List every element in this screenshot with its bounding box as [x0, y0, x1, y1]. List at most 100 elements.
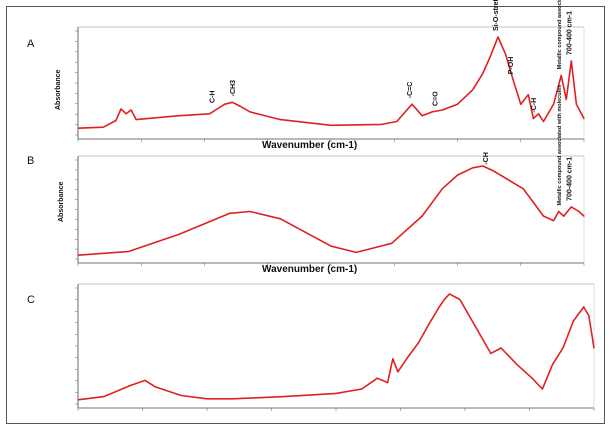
panel-a-point — [565, 98, 567, 100]
panel-a-point — [497, 36, 499, 38]
panel-c-point — [490, 352, 492, 354]
panel-b-point — [563, 215, 565, 217]
panel-a-point — [441, 109, 443, 111]
panel-b-point — [578, 210, 580, 213]
panel-a-point — [505, 53, 507, 55]
panel-a-annotation: C=O — [432, 91, 439, 106]
panel-a-point — [456, 103, 459, 105]
panel-c-point — [552, 363, 554, 365]
panel-c-point — [154, 386, 156, 388]
panel-a-point — [239, 105, 241, 107]
panel-c-point — [438, 306, 440, 308]
panel-b-point — [421, 215, 423, 217]
panel-a-point — [575, 103, 578, 105]
panel-a-point — [520, 103, 522, 105]
panel-b-point — [507, 179, 509, 181]
panel-a-point — [102, 126, 104, 128]
panel-a-point — [330, 124, 332, 126]
panel-c-point — [407, 356, 409, 358]
panel-a-point — [537, 113, 540, 115]
panel-c-point — [516, 363, 518, 365]
panel-b-point — [330, 245, 332, 247]
panel-c-point — [500, 347, 502, 349]
figure-frame — [6, 6, 605, 424]
panel-c — [75, 283, 595, 411]
panel-c-point — [428, 323, 430, 325]
panel-c-point — [144, 379, 146, 381]
panel-a-annotation: 700-400 cm-1 — [566, 11, 573, 55]
panel-b-annotation: -CH — [483, 152, 490, 164]
panel-a-point — [216, 108, 218, 110]
panel-b-point — [583, 215, 585, 217]
panel-b-point — [570, 206, 572, 208]
panel-c-point — [459, 298, 461, 300]
panel-a-point — [583, 118, 585, 120]
panel-c-point — [129, 385, 131, 387]
panel-b: -CH Metallic compound associated with mol… — [75, 85, 585, 266]
panel-letter-c: C — [27, 294, 35, 306]
panel-a-point — [130, 109, 132, 111]
panel-b-point — [482, 165, 484, 167]
panel-a-point — [411, 103, 413, 105]
panel-a-point — [279, 119, 281, 121]
panel-a-annotation: Metallic compound associated with molecu… — [557, 0, 563, 69]
panel-a-point — [421, 115, 423, 117]
panel-c-point — [387, 382, 389, 384]
panel-a-point — [396, 120, 398, 123]
panel-a-point — [512, 79, 514, 81]
panel-c-point — [531, 377, 533, 379]
panel-c-point — [283, 396, 285, 398]
panel-c-point — [588, 315, 590, 317]
panel-b-annotation: Metallic compound associated with molecu… — [557, 85, 563, 206]
panel-a-point — [115, 119, 117, 122]
panel-a-point — [231, 101, 233, 103]
panel-a-point — [135, 119, 137, 121]
panel-c-point — [361, 388, 363, 390]
panel-c-point — [103, 396, 105, 398]
panel-c-point — [392, 358, 394, 360]
panel-a-annotation: C-H — [210, 91, 217, 103]
panel-c-point — [376, 377, 378, 379]
panel-a-annotation: P-OH — [508, 57, 515, 75]
panel-c-point — [206, 398, 208, 400]
panel-c-point — [572, 320, 575, 322]
panel-c-point — [180, 394, 182, 397]
panel-c-point — [443, 298, 445, 300]
panel-b-point — [77, 254, 79, 256]
panel-a-point — [570, 60, 572, 62]
panel-c-point — [474, 325, 476, 327]
panel-a-point — [472, 89, 474, 91]
panel-c-point — [335, 392, 337, 394]
panel-b-point — [355, 251, 357, 253]
panel-a-point — [542, 120, 545, 123]
panel-b-point — [558, 210, 560, 213]
panel-a-annotation: Si-O-stretch — [493, 0, 500, 31]
panel-a-point — [178, 115, 180, 117]
panel-c-point — [541, 388, 544, 390]
panel-a-annotation: -CH3 — [230, 80, 237, 96]
panel-a-annotation: -C=C — [407, 82, 414, 99]
panel-b-point — [542, 215, 545, 217]
panel-a-point — [489, 55, 491, 57]
panel-b-point — [229, 212, 231, 214]
panel-b-point — [128, 250, 130, 253]
panel-a-annotation: -C-H — [531, 98, 538, 113]
panel-a-point — [553, 103, 555, 105]
panel-b-point — [522, 188, 524, 190]
panel-a: C-H -CH3 -C=C C=O Si-O-stretch P-OH -C-H Metall… — [75, 0, 585, 142]
panel-c-point — [397, 371, 399, 373]
panel-c-point — [232, 398, 234, 400]
panel-a-point — [431, 111, 433, 113]
panel-a-xlabel: Wavenumber (cm-1) — [262, 140, 358, 151]
panel-b-point — [492, 170, 494, 172]
panel-c-point — [418, 342, 420, 344]
panel-b-point — [279, 218, 281, 220]
panel-a-series-line — [77, 36, 585, 129]
panel-c-point — [583, 306, 585, 308]
panel-a-point — [77, 127, 79, 129]
panel-a-point — [120, 108, 122, 110]
panel-a-point — [249, 111, 251, 113]
panel-b-point — [249, 210, 251, 213]
panel-b-point — [553, 220, 555, 222]
